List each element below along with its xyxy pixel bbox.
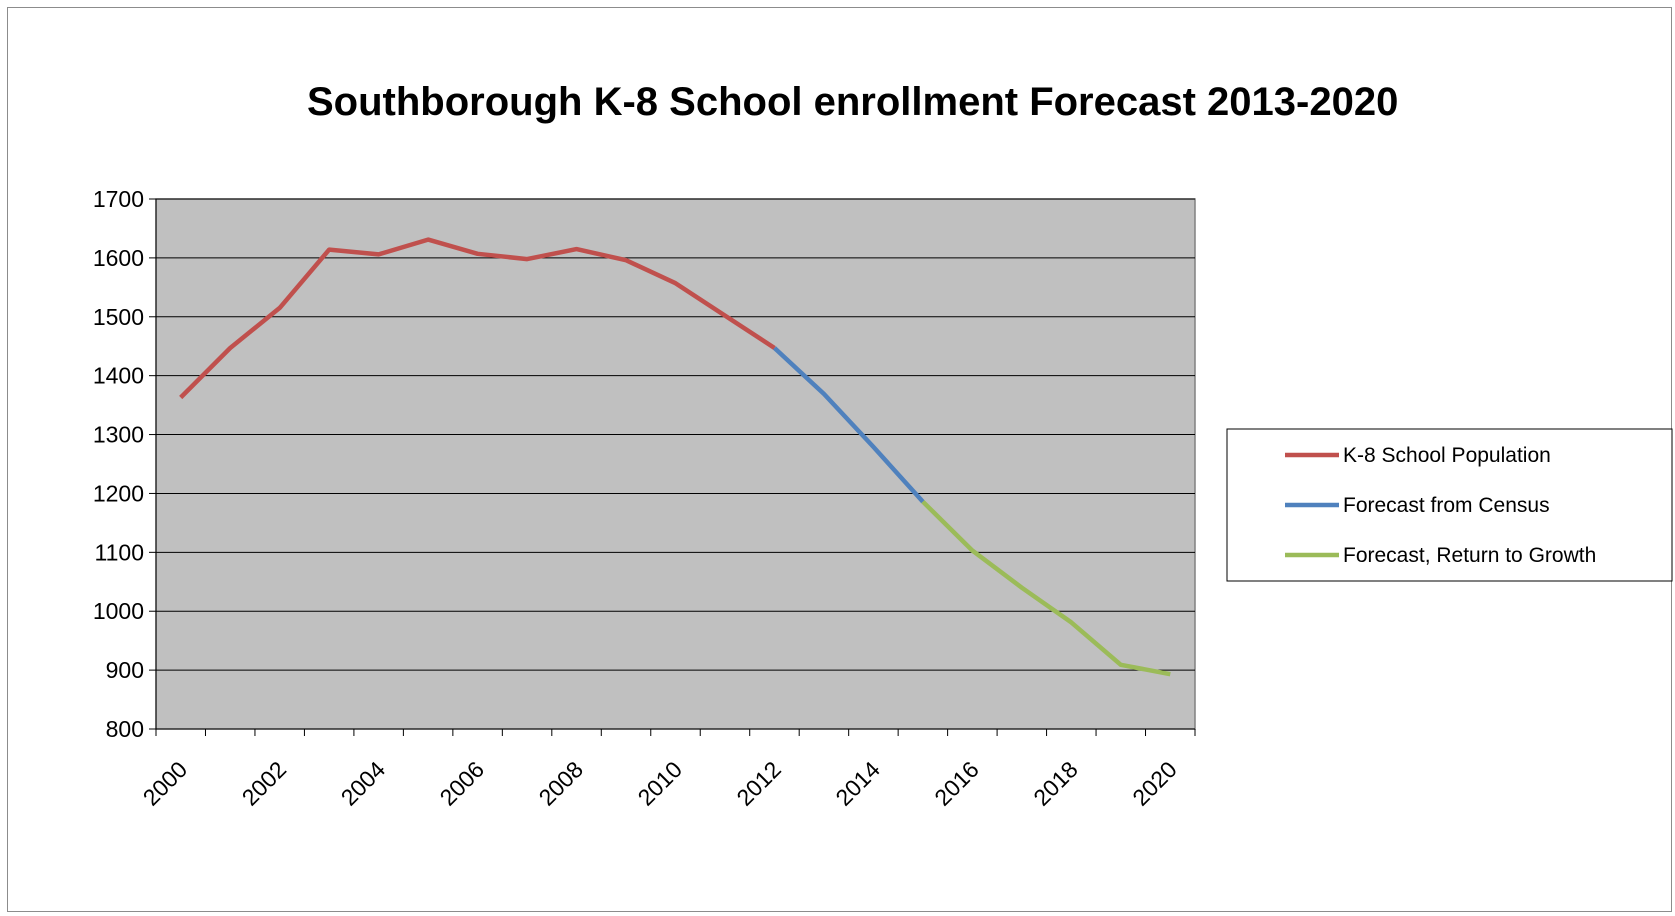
legend: K-8 School Population Forecast from Censu… — [1226, 428, 1673, 582]
chart-title: Southborough K-8 School enrollment Forec… — [307, 80, 1399, 124]
gridlines — [156, 198, 1195, 671]
legend-label: Forecast, Return to Growth — [1343, 544, 1596, 567]
series-line — [772, 346, 925, 504]
x-tick-label: 2018 — [1028, 756, 1083, 811]
legend-label: Forecast from Census — [1343, 494, 1550, 517]
y-tick-label: 1500 — [93, 304, 144, 330]
legend-label: K-8 School Population — [1343, 444, 1551, 467]
x-tick-label: 2020 — [1127, 756, 1182, 811]
y-tick-label: 1200 — [93, 480, 144, 506]
y-tick-label: 1400 — [93, 363, 144, 389]
y-tick-label: 1000 — [93, 598, 144, 624]
series-line — [179, 237, 776, 400]
y-tick-label: 1700 — [93, 186, 144, 212]
x-tick-label: 2010 — [632, 756, 687, 811]
x-tick-label: 2002 — [237, 756, 292, 811]
plot-area — [155, 198, 1196, 730]
x-tick-label: 2008 — [534, 756, 589, 811]
x-tick-label: 2014 — [830, 756, 885, 811]
x-tick-label: 2012 — [731, 756, 786, 811]
x-tick-label: 2006 — [435, 756, 490, 811]
x-tick-label: 2000 — [138, 756, 193, 811]
y-tick-label: 1600 — [93, 245, 144, 271]
y-tick-label: 1300 — [93, 422, 144, 448]
x-tick-label: 2016 — [929, 756, 984, 811]
y-tick-label: 800 — [106, 716, 144, 742]
x-tick-label: 2004 — [336, 756, 391, 811]
y-tick-label: 1100 — [95, 539, 144, 565]
series-line — [921, 500, 1171, 677]
series-lines — [179, 237, 1171, 677]
y-tick-label: 900 — [106, 657, 144, 683]
